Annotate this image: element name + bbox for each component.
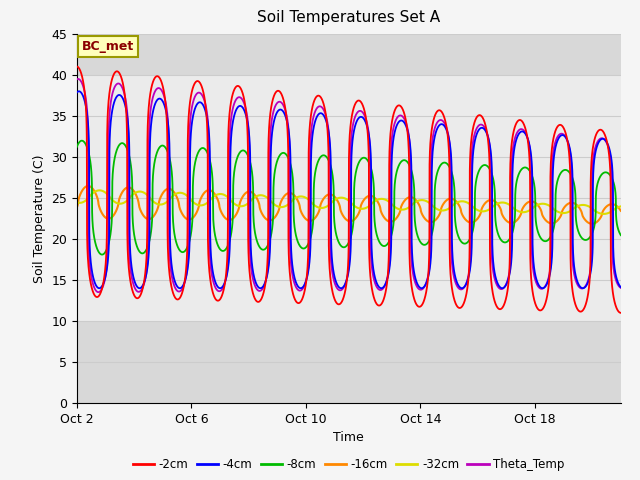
Text: BC_met: BC_met bbox=[82, 40, 134, 53]
Bar bbox=[77, 75, 621, 321]
Y-axis label: Soil Temperature (C): Soil Temperature (C) bbox=[33, 154, 45, 283]
Legend: -2cm, -4cm, -8cm, -16cm, -32cm, Theta_Temp: -2cm, -4cm, -8cm, -16cm, -32cm, Theta_Te… bbox=[128, 454, 570, 476]
Bar bbox=[77, 34, 621, 75]
X-axis label: Time: Time bbox=[333, 432, 364, 444]
Bar bbox=[77, 321, 621, 403]
Title: Soil Temperatures Set A: Soil Temperatures Set A bbox=[257, 11, 440, 25]
